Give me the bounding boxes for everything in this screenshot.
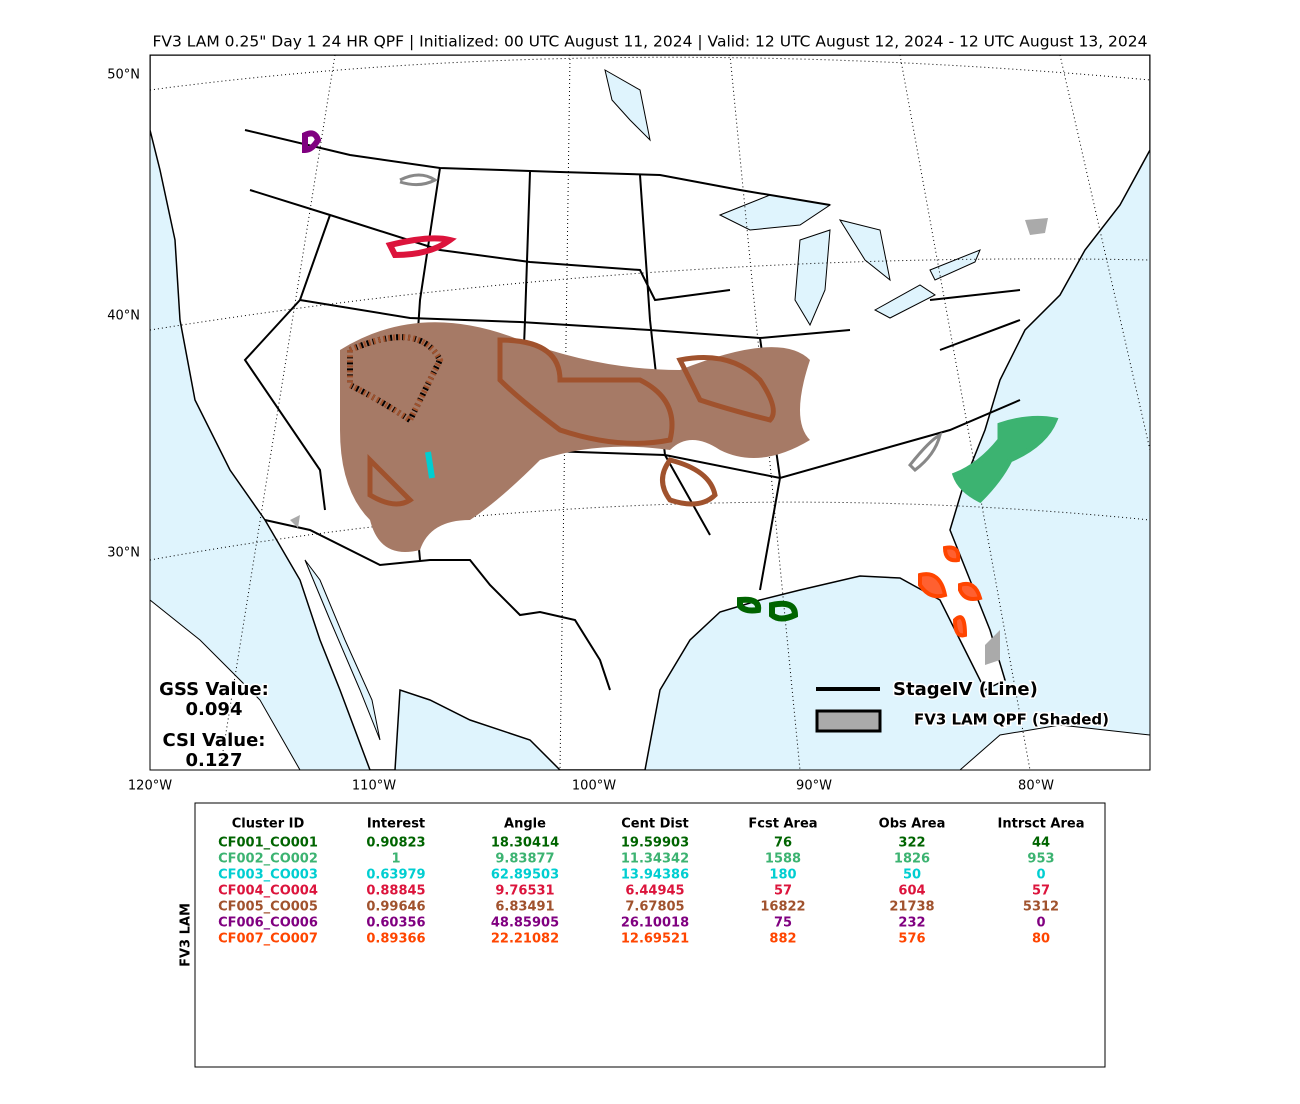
title: FV3 LAM 0.25" Day 1 24 HR QPF | Initiali… [152, 33, 1147, 51]
table-cell: 13.94386 [621, 868, 689, 883]
table-cell: 57 [1032, 884, 1050, 899]
table-cell: 50 [903, 868, 921, 883]
table-cell: 7.67805 [625, 900, 684, 915]
table-cell: 0.88845 [366, 884, 425, 899]
table-frame [194, 802, 1106, 1068]
table-cell: 604 [898, 884, 925, 899]
table-cell: 0 [1036, 916, 1045, 931]
column-header: Obs Area [879, 817, 946, 832]
table-cell: 1588 [765, 852, 801, 867]
lat-label: 50°N [107, 68, 140, 83]
table-cell: 75 [774, 916, 792, 931]
table-cell: 322 [898, 836, 925, 851]
table-cell: 48.85905 [491, 916, 559, 931]
lat-label: 30°N [107, 546, 140, 561]
csi-value: 0.127 [186, 750, 243, 771]
table-cell: 21738 [889, 900, 934, 915]
table-cell: 44 [1032, 836, 1050, 851]
table-cell: 76 [774, 836, 792, 851]
scores: GSS Value: 0.094 CSI Value: 0.127 [158, 678, 271, 773]
table-cell: 26.10018 [621, 916, 689, 931]
table-cell: CF005_CO005 [218, 900, 318, 915]
table-cell: 80 [1032, 932, 1050, 947]
table: Cluster ID Interest Angle Cent Dist Fcst Are… [218, 817, 1084, 947]
table-cell: 9.83877 [495, 852, 554, 867]
legend-line-label: StageIV (Line) [893, 679, 1038, 700]
table-cell: 16822 [760, 900, 805, 915]
column-header: Fcst Area [748, 817, 817, 832]
table-cell: CF004_CO004 [218, 884, 318, 899]
table-cell: CF007_CO007 [218, 932, 318, 947]
csi-label: CSI Value: [163, 730, 266, 751]
table-cell: 12.69521 [621, 932, 689, 947]
column-header: Cent Dist [621, 817, 689, 832]
table-cell: 232 [898, 916, 925, 931]
table-cell: 6.44945 [625, 884, 684, 899]
gss-label: GSS Value: [159, 679, 269, 700]
map [150, 55, 1150, 770]
table-cell: 882 [769, 932, 796, 947]
lon-label: 90°W [796, 779, 832, 794]
table-cell: 0 [1036, 868, 1045, 883]
table-cell: 6.83491 [495, 900, 554, 915]
table-cell: 180 [769, 868, 796, 883]
table-cell: 0.89366 [366, 932, 425, 947]
table-cell: 57 [774, 884, 792, 899]
lon-label: 120°W [128, 779, 172, 794]
lat-label: 40°N [107, 309, 140, 324]
column-header: Angle [504, 817, 546, 832]
table-cell: 953 [1027, 852, 1054, 867]
lon-label: 100°W [572, 779, 616, 794]
table-side-label: FV3 LAM [179, 903, 194, 967]
table-cell: 0.60356 [366, 916, 425, 931]
table-cell: 11.34342 [621, 852, 689, 867]
lon-label: 80°W [1018, 779, 1054, 794]
table-cell: 62.89503 [491, 868, 559, 883]
table-cell: 0.90823 [366, 836, 425, 851]
column-header: Interest [367, 817, 425, 832]
gss-value: 0.094 [186, 699, 243, 720]
table-cell: 9.76531 [495, 884, 554, 899]
table-cell: CF002_CO002 [218, 852, 318, 867]
table-cell: 5312 [1023, 900, 1059, 915]
column-header: Cluster ID [232, 817, 305, 832]
lon-label: 110°W [352, 779, 396, 794]
map-frame [149, 54, 1151, 771]
table-cell: CF003_CO003 [218, 868, 318, 883]
table-cell: 19.59903 [621, 836, 689, 851]
legend-shaded-label: FV3 LAM QPF (Shaded) [914, 711, 1109, 729]
table-cell: CF001_CO001 [218, 836, 318, 851]
column-header: Intrsct Area [998, 817, 1085, 832]
table-cell: 1826 [894, 852, 930, 867]
table-cell: 22.21082 [491, 932, 559, 947]
legend: StageIV (Line) FV3 LAM QPF (Shaded) [815, 678, 1111, 733]
table-cell: 576 [898, 932, 925, 947]
table-cell: 1 [391, 852, 400, 867]
table-cell: CF006_CO006 [218, 916, 318, 931]
table-cell: 0.99646 [366, 900, 425, 915]
table-cell: 18.30414 [491, 836, 559, 851]
table-cell: 0.63979 [366, 868, 425, 883]
